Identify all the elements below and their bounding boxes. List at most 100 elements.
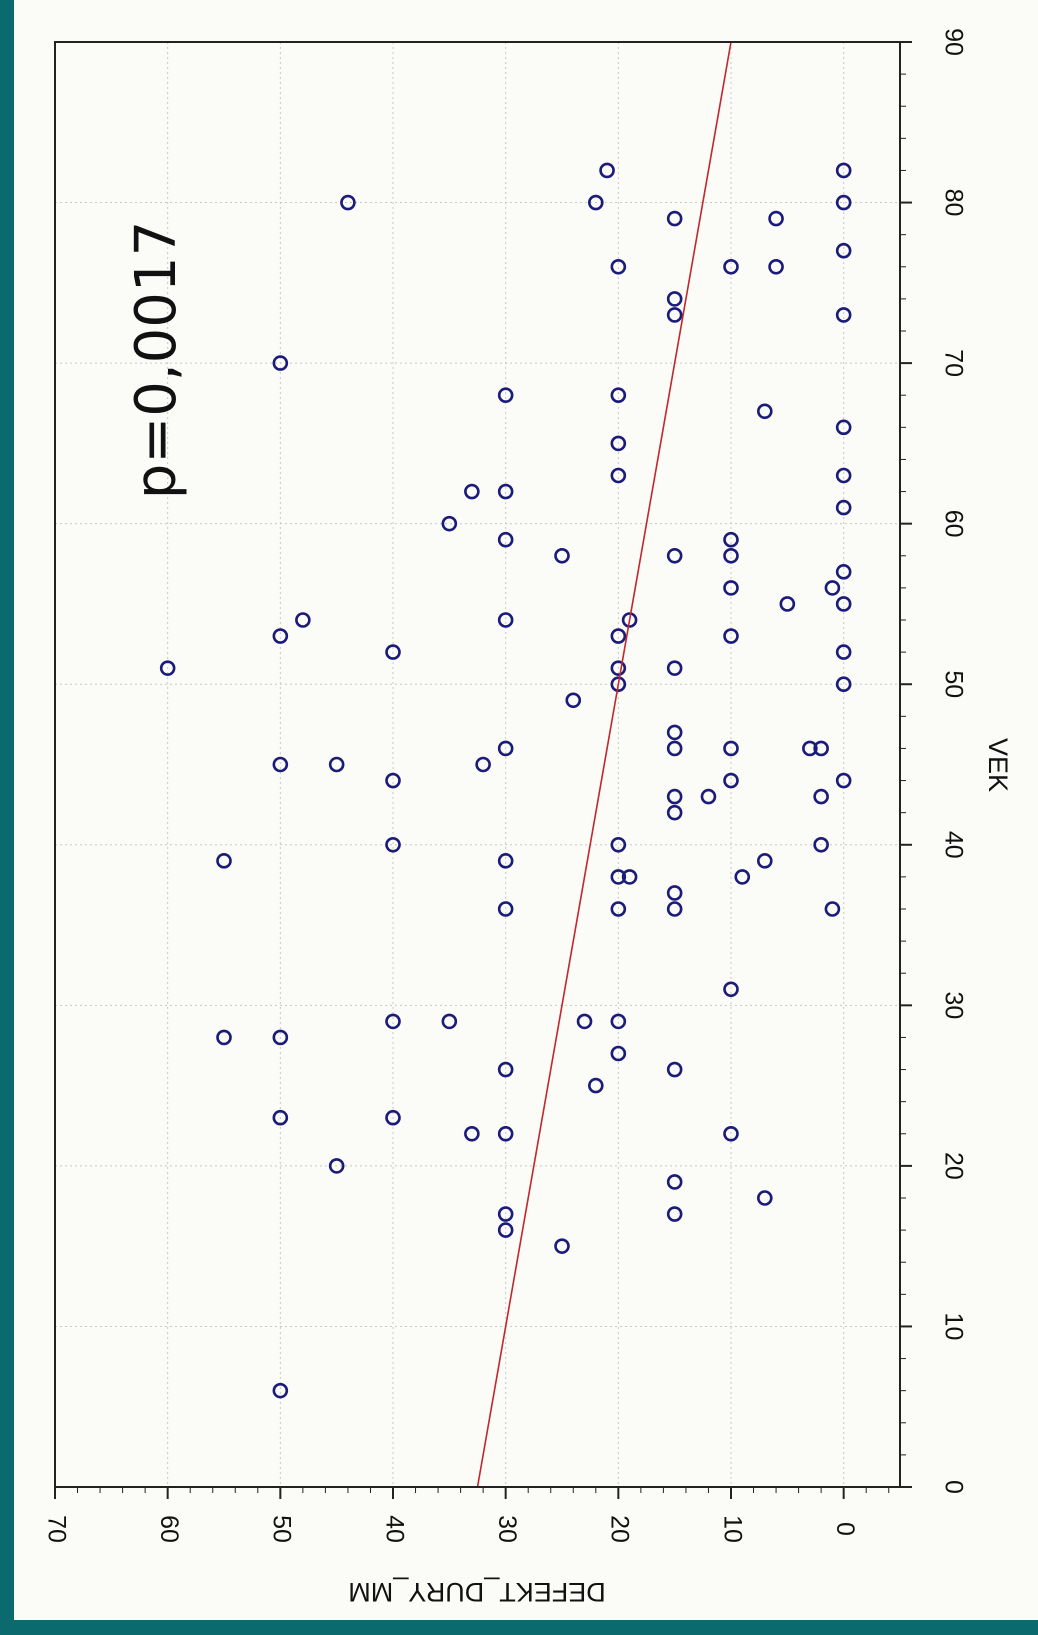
data-point [610, 836, 627, 853]
y-tick-label: 50 [268, 1515, 296, 1543]
data-point [734, 869, 751, 885]
chart-frame: 0 10 20 30 40 50 60 70 80 90 0 10 20 30 40 50 60 70 VEK … [14, 0, 1038, 1620]
data-point [216, 1029, 232, 1046]
data-point [497, 853, 514, 869]
data-point [610, 1013, 627, 1030]
data-point [756, 403, 773, 420]
x-tick-label: 40 [939, 831, 967, 859]
y-tick-label: 0 [831, 1522, 859, 1536]
x-tick-label: 70 [939, 349, 967, 377]
x-tick-label: 90 [939, 28, 967, 56]
regression-line [476, 41, 732, 1488]
data-point [497, 1222, 514, 1238]
data-point [385, 772, 401, 789]
data-point [835, 307, 852, 323]
data-point [824, 901, 841, 917]
data-point [610, 387, 627, 404]
data-point [666, 885, 683, 901]
data-point [723, 547, 739, 564]
data-point [723, 981, 739, 998]
data-point [835, 194, 852, 211]
data-point [723, 258, 739, 275]
data-point [666, 1174, 683, 1190]
data-point [328, 756, 345, 773]
data-point [835, 467, 852, 484]
data-point [497, 1125, 514, 1142]
x-tick-label: 10 [939, 1313, 967, 1341]
data-point [666, 547, 683, 564]
data-point [272, 355, 289, 371]
data-point [587, 194, 604, 211]
x-tick-label: 80 [939, 189, 967, 217]
data-point [497, 387, 514, 404]
data-point [700, 788, 717, 805]
data-point [835, 419, 852, 436]
data-point [666, 804, 683, 821]
y-tick-label: 20 [606, 1515, 634, 1543]
data-point [666, 210, 683, 227]
data-point [610, 1045, 627, 1062]
x-tick-label: 30 [939, 991, 967, 1019]
data-point [835, 499, 852, 516]
data-point [464, 1125, 480, 1142]
data-point [159, 660, 176, 676]
plot-border [54, 41, 901, 1488]
data-point [768, 258, 784, 275]
y-tick-label: 70 [42, 1515, 70, 1543]
data-point [554, 1238, 570, 1254]
data-point [621, 612, 638, 628]
data-point [587, 1077, 604, 1094]
data-point [497, 1061, 514, 1078]
data-point [813, 788, 829, 805]
data-point [723, 1125, 739, 1142]
data-point [723, 628, 739, 644]
data-point [835, 644, 852, 660]
data-point [610, 676, 627, 693]
data-point [723, 740, 739, 757]
data-point [610, 660, 627, 676]
y-tick-labels: 0 10 20 30 40 50 60 70 [42, 1515, 859, 1543]
data-point [272, 756, 289, 773]
data-point [272, 1029, 289, 1046]
data-point [497, 612, 514, 628]
data-point [497, 531, 514, 548]
data-point [385, 1109, 401, 1126]
data-point [824, 580, 841, 596]
data-point [295, 612, 311, 628]
x-tick-label: 50 [939, 670, 967, 698]
data-point [666, 307, 683, 323]
data-point [610, 628, 627, 644]
data-point [497, 1206, 514, 1222]
data-point [475, 756, 491, 773]
data-point [666, 724, 683, 741]
data-point [723, 531, 739, 548]
data-point [610, 435, 627, 452]
data-point [666, 1206, 683, 1222]
data-point [835, 676, 852, 693]
data-point [666, 740, 683, 757]
data-point [576, 1013, 593, 1030]
data-point [723, 772, 739, 789]
data-point [723, 580, 739, 596]
p-value-annotation: p=0,0017 [124, 221, 189, 499]
data-point [756, 853, 773, 869]
data-point [497, 901, 514, 917]
data-point [813, 740, 829, 757]
data-point [216, 853, 232, 869]
data-point [610, 869, 627, 885]
data-point [813, 836, 829, 853]
y-tick-label: 60 [155, 1515, 183, 1543]
data-point [756, 1190, 773, 1206]
data-point [666, 291, 683, 307]
data-point [272, 1109, 289, 1126]
y-tick-label: 10 [718, 1515, 746, 1543]
data-point [554, 547, 570, 564]
data-point [835, 564, 852, 580]
data-point [441, 515, 458, 532]
data-point [621, 869, 638, 885]
data-point [802, 740, 818, 757]
data-points [159, 162, 852, 1399]
y-axis-title: DEFEKT_DURY_MM [348, 1577, 606, 1607]
data-point [768, 210, 784, 227]
